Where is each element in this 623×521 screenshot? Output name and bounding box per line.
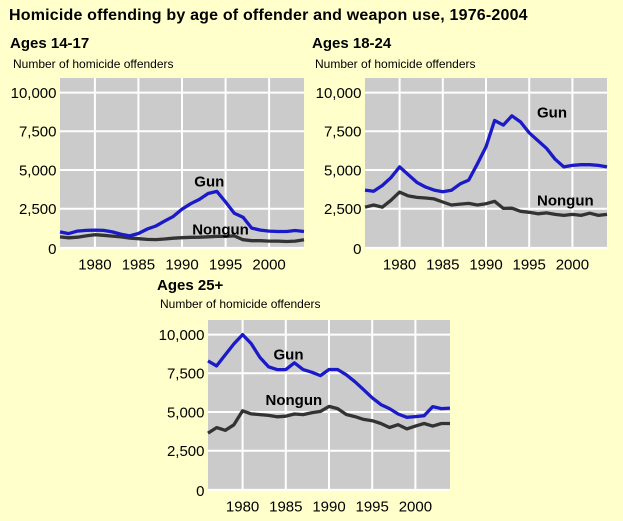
svg-text:Nongun: Nongun <box>537 192 594 209</box>
svg-text:10,000: 10,000 <box>159 327 205 344</box>
svg-text:1990: 1990 <box>469 256 502 273</box>
svg-text:0: 0 <box>353 241 361 258</box>
svg-text:Nongun: Nongun <box>192 222 249 239</box>
svg-text:5,000: 5,000 <box>19 162 57 179</box>
svg-text:2,500: 2,500 <box>324 201 362 218</box>
svg-text:7,500: 7,500 <box>19 124 57 141</box>
svg-text:1990: 1990 <box>165 256 198 273</box>
svg-text:5,000: 5,000 <box>324 162 362 179</box>
svg-text:1985: 1985 <box>269 498 302 515</box>
svg-text:1980: 1980 <box>383 256 416 273</box>
svg-text:Nongun: Nongun <box>266 392 323 409</box>
svg-text:2000: 2000 <box>399 498 432 515</box>
svg-text:7,500: 7,500 <box>167 366 205 383</box>
svg-text:1995: 1995 <box>356 498 389 515</box>
svg-text:1995: 1995 <box>209 256 242 273</box>
svg-text:2,500: 2,500 <box>19 201 57 218</box>
svg-text:1985: 1985 <box>122 256 155 273</box>
svg-text:Gun: Gun <box>537 105 567 122</box>
svg-text:1980: 1980 <box>78 256 111 273</box>
svg-text:0: 0 <box>196 483 204 500</box>
svg-text:0: 0 <box>48 241 56 258</box>
svg-text:10,000: 10,000 <box>11 85 57 102</box>
svg-text:Gun: Gun <box>274 347 304 364</box>
svg-text:7,500: 7,500 <box>324 124 362 141</box>
svg-text:Gun: Gun <box>194 174 224 191</box>
svg-text:2000: 2000 <box>252 256 285 273</box>
svg-text:1985: 1985 <box>426 256 459 273</box>
svg-text:2000: 2000 <box>556 256 589 273</box>
svg-text:2,500: 2,500 <box>167 443 205 460</box>
svg-text:10,000: 10,000 <box>316 85 362 102</box>
svg-text:5,000: 5,000 <box>167 404 205 421</box>
svg-text:1980: 1980 <box>226 498 259 515</box>
svg-text:1995: 1995 <box>513 256 546 273</box>
svg-text:1990: 1990 <box>312 498 345 515</box>
